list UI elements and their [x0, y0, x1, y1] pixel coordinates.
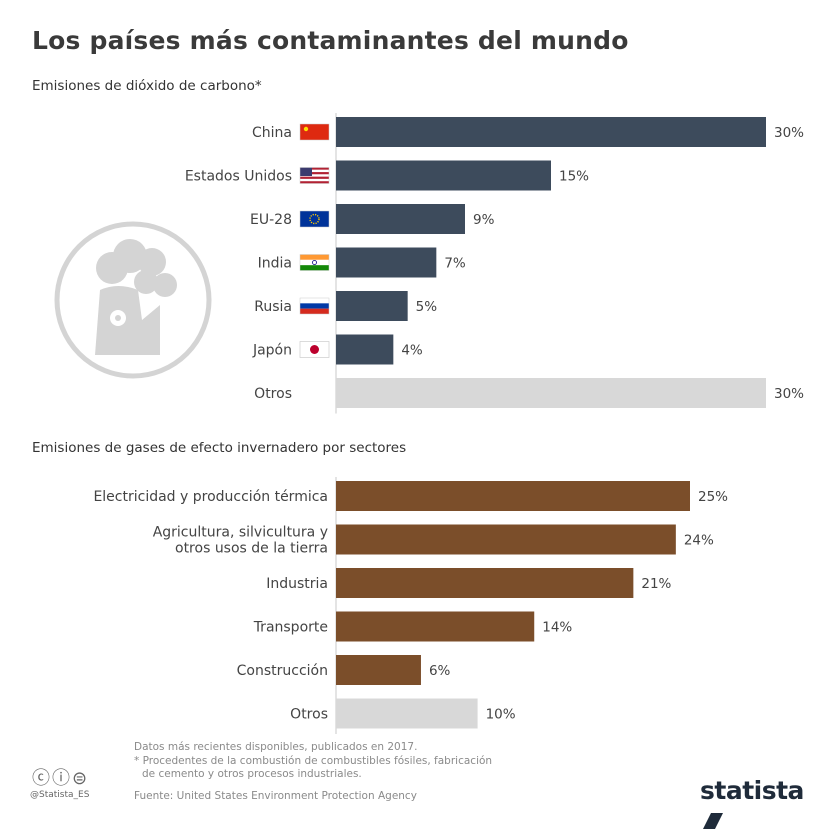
co2-bar — [336, 378, 766, 408]
sector-bar — [336, 655, 421, 685]
sector-value-label: 25% — [698, 489, 728, 505]
sector-bar — [336, 568, 634, 598]
japan-flag-icon — [299, 341, 330, 358]
chart-canvas: 30% China 15% Estados Unidos 9% EU-28 7% India 5… — [54, 113, 804, 734]
co2-category-label: China — [252, 125, 292, 141]
statista-wordmark: statista — [700, 776, 804, 805]
russia-flag-icon — [299, 297, 330, 315]
co2-value-label: 30% — [774, 125, 804, 141]
footer-note-date: Datos más recientes disponibles, publica… — [134, 741, 418, 753]
co2-category-label: Otros — [254, 386, 292, 402]
chart-title: Los países más contaminantes del mundo — [32, 26, 629, 55]
co2-bar — [336, 117, 766, 147]
sector-subtitle: Emisiones de gases de efecto invernadero… — [32, 440, 407, 456]
co2-category-label: Estados Unidos — [185, 169, 292, 185]
sector-chart: 25% Electricidad y producción térmica 24% A… — [93, 477, 728, 734]
nd-icon: ⊜ — [72, 768, 90, 789]
eu-flag-icon — [299, 210, 330, 228]
co2-subtitle: Emisiones de dióxido de carbono* — [32, 78, 262, 94]
sector-category-label: Industria — [266, 576, 328, 592]
co2-category-label: Rusia — [254, 299, 292, 315]
co2-bar — [336, 204, 465, 234]
sector-category-label: Transporte — [253, 620, 328, 636]
sector-value-label: 6% — [429, 663, 451, 679]
cc-icon: ⓒ — [32, 768, 52, 789]
co2-chart: 30% China 15% Estados Unidos 9% EU-28 7% India 5… — [185, 113, 804, 414]
co2-bar — [336, 291, 408, 321]
footer-source: Fuente: United States Environment Protec… — [134, 790, 417, 802]
china-flag-icon — [299, 123, 330, 141]
co2-value-label: 4% — [401, 343, 423, 359]
co2-category-label: EU-28 — [250, 212, 292, 228]
sector-value-label: 21% — [641, 576, 671, 592]
co2-value-label: 7% — [444, 256, 466, 272]
footer-note-footnote: * Procedentes de la combustión de combus… — [134, 755, 493, 767]
co2-bar — [336, 334, 394, 365]
sector-bar — [336, 698, 478, 729]
sector-category-label: Construcción — [237, 663, 328, 679]
sector-bar — [336, 611, 535, 642]
co2-category-label: India — [258, 256, 292, 272]
by-icon: ⓘ — [52, 768, 72, 789]
sector-value-label: 24% — [684, 533, 714, 549]
sector-category-label: Agricultura, silvicultura y otros usos de… — [153, 525, 328, 557]
statista-logo[interactable]: statista — [700, 776, 816, 834]
sector-value-label: 14% — [542, 620, 572, 636]
usa-flag-icon — [299, 167, 330, 184]
co2-value-label: 5% — [416, 299, 438, 315]
sector-category-label: Electricidad y producción térmica — [93, 489, 328, 505]
cc-license-icons: ⓒⓘ⊜ — [32, 764, 89, 790]
co2-value-label: 30% — [774, 386, 804, 402]
statista-logo-icon — [703, 813, 723, 829]
co2-category-label: Japón — [252, 343, 292, 359]
sector-value-label: 10% — [486, 707, 516, 723]
co2-value-label: 9% — [473, 212, 495, 228]
co2-bar — [336, 247, 437, 278]
sector-bar — [336, 481, 690, 511]
co2-value-label: 15% — [559, 169, 589, 185]
co2-bar — [336, 160, 551, 191]
india-flag-icon — [299, 254, 330, 271]
footer-note-footnote-cont: de cemento y otros procesos industriales… — [142, 768, 362, 780]
sector-category-label: Otros — [290, 707, 328, 723]
statista-handle: @Statista_ES — [30, 790, 90, 800]
sector-bar — [336, 524, 676, 555]
factory-icon — [54, 221, 212, 379]
